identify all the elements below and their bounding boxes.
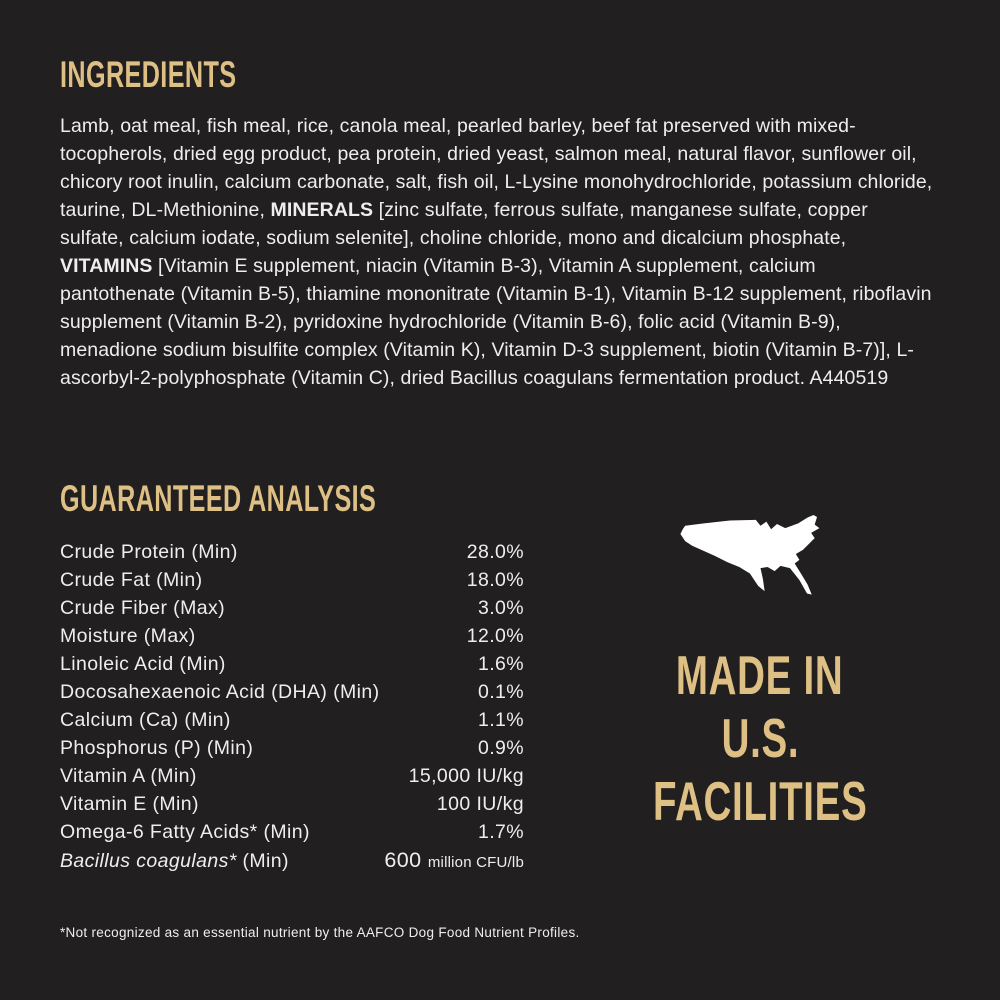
analysis-row-label: Crude Fat (Min) <box>60 569 203 591</box>
guaranteed-analysis-heading-text: GUARANTEED ANALYSIS <box>60 478 377 519</box>
analysis-row-label: Vitamin E (Min) <box>60 793 199 815</box>
made-in-line-2: U.S. <box>593 707 927 770</box>
analysis-row-label: Crude Protein (Min) <box>60 541 238 563</box>
analysis-row-value: 3.0% <box>477 597 524 619</box>
made-in-us-text: MADE IN U.S. FACILITIES <box>593 644 927 833</box>
ingredients-text: Lamb, oat meal, fish meal, rice, canola … <box>60 115 933 389</box>
analysis-row: Vitamin A (Min) 15,000 IU/kg <box>60 762 524 790</box>
analysis-row-label: Linoleic Acid (Min) <box>60 653 226 675</box>
analysis-row: Linoleic Acid (Min) 1.6% <box>60 650 524 678</box>
made-in-line-2-text: U.S. <box>721 707 799 769</box>
analysis-row-value: 12.0% <box>466 625 524 647</box>
ingredients-heading-text: INGREDIENTS <box>60 54 237 95</box>
analysis-row-label: Omega-6 Fatty Acids* (Min) <box>60 821 310 843</box>
analysis-row-value: 0.9% <box>477 737 524 759</box>
usa-map-icon <box>679 514 819 595</box>
analysis-row: Bacillus coagulans* (Min) 600 million CFU… <box>60 846 524 877</box>
analysis-row-value: 0.1% <box>477 681 524 703</box>
analysis-row: Omega-6 Fatty Acids* (Min) 1.7% <box>60 818 524 846</box>
analysis-row-value: 600 million CFU/lb <box>384 848 524 872</box>
made-in-line-3: FACILITIES <box>593 770 927 833</box>
analysis-table: Crude Protein (Min) 28.0% Crude Fat (Min) 1… <box>60 538 524 877</box>
analysis-row: Moisture (Max) 12.0% <box>60 622 524 650</box>
analysis-row-value: 28.0% <box>466 541 524 563</box>
analysis-row: Calcium (Ca) (Min) 1.1% <box>60 706 524 734</box>
analysis-row-label: Vitamin A (Min) <box>60 765 197 787</box>
analysis-row-value: 15,000 IU/kg <box>408 765 524 787</box>
made-in-line-1-text: MADE IN <box>676 644 844 706</box>
analysis-row-label: Bacillus coagulans* (Min) <box>60 850 289 872</box>
analysis-row-value: 1.7% <box>477 821 524 843</box>
made-in-line-1: MADE IN <box>593 644 927 707</box>
analysis-row-value: 100 IU/kg <box>436 793 524 815</box>
analysis-row: Vitamin E (Min) 100 IU/kg <box>60 790 524 818</box>
analysis-row-label: Phosphorus (P) (Min) <box>60 737 254 759</box>
analysis-row-label: Docosahexaenoic Acid (DHA) (Min) <box>60 681 380 703</box>
guaranteed-analysis-heading: GUARANTEED ANALYSIS <box>60 480 525 517</box>
made-in-line-3-text: FACILITIES <box>652 770 868 832</box>
analysis-row: Crude Protein (Min) 28.0% <box>60 538 524 566</box>
made-in-us-block: MADE IN U.S. FACILITIES <box>593 514 927 833</box>
analysis-row-value: 1.6% <box>477 653 524 675</box>
analysis-row: Crude Fat (Min) 18.0% <box>60 566 524 594</box>
footnote-text: *Not recognized as an essential nutrient… <box>60 925 580 940</box>
analysis-row-value: 1.1% <box>477 709 524 731</box>
analysis-row-label: Crude Fiber (Max) <box>60 597 225 619</box>
analysis-row-label: Moisture (Max) <box>60 625 196 647</box>
analysis-row-value: 18.0% <box>466 569 524 591</box>
analysis-row-label: Calcium (Ca) (Min) <box>60 709 231 731</box>
analysis-row: Docosahexaenoic Acid (DHA) (Min) 0.1% <box>60 678 524 706</box>
analysis-row: Phosphorus (P) (Min) 0.9% <box>60 734 524 762</box>
analysis-row: Crude Fiber (Max) 3.0% <box>60 594 524 622</box>
ingredients-heading: INGREDIENTS <box>60 56 319 93</box>
